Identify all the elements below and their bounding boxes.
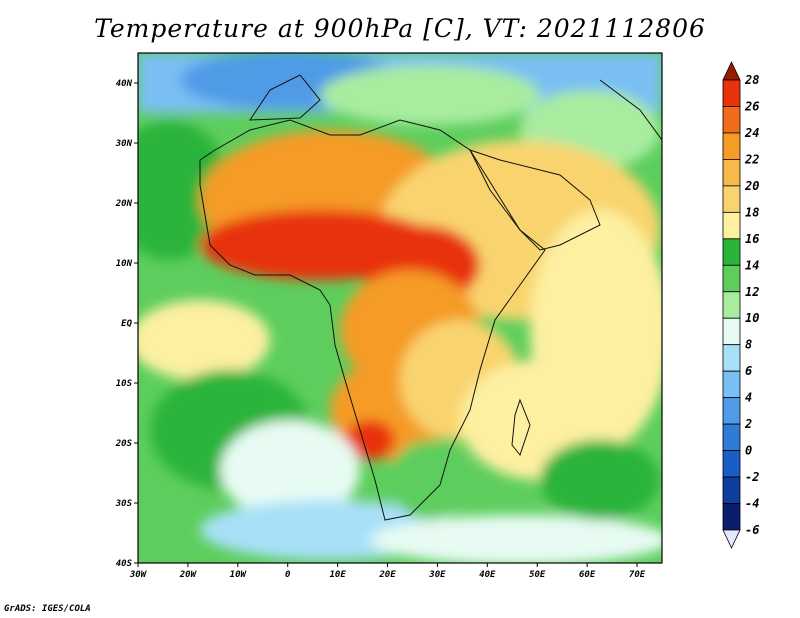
colorbar-swatch [722, 397, 741, 425]
colorbar-label: 20 [744, 179, 759, 193]
colorbar-label: 10 [745, 311, 759, 325]
colorbar-label: 24 [744, 126, 759, 140]
coastlines [199, 74, 662, 521]
colorbar-swatch [722, 423, 741, 451]
colorbar-label: 4 [745, 391, 752, 405]
colorbar-swatch [722, 450, 741, 478]
colorbar-label: 0 [745, 444, 752, 458]
colorbar-swatch [722, 291, 741, 319]
colorbar-swatch [722, 370, 741, 399]
colorbar-swatch [722, 106, 741, 134]
lon-tick-label: 10W [230, 570, 248, 580]
colorbar-label: 22 [744, 152, 759, 166]
lon-tick-label: 40E [479, 570, 496, 580]
colorbar-swatch [722, 317, 741, 346]
colorbar-label: -6 [745, 523, 759, 537]
colorbar-swatch [722, 79, 741, 107]
lat-tick-label: 10N [116, 259, 133, 269]
lat-tick-label: EQ [121, 319, 132, 329]
lat-tick-label: 20N [115, 199, 133, 209]
lat-tick-label: 10S [116, 379, 133, 389]
colorbar-label: 8 [745, 338, 752, 352]
lon-tick-label: 30E [428, 570, 446, 580]
lat-tick-label: 40S [116, 559, 133, 569]
lon-tick-label: 70E [629, 570, 646, 580]
lat-tick-label: 30S [115, 499, 133, 509]
lon-tick-label: 20E [378, 570, 396, 580]
lat-tick-label: 40N [116, 79, 133, 89]
colorbar-top-triangle [722, 61, 741, 81]
colorbar-swatch [722, 185, 741, 213]
colorbar-swatch [722, 211, 741, 240]
colorbar-label: -4 [745, 497, 759, 511]
latitude-ticks: 40N 30N 20N 10N EQ 10S 20S 30S 40S [115, 79, 138, 569]
colorbar-swatch [722, 476, 741, 504]
lat-tick-label: 20S [115, 439, 133, 449]
temperature-field [138, 53, 662, 563]
colorbar-label: 26 [744, 99, 759, 113]
lon-tick-label: 60E [579, 570, 596, 580]
colorbar-label: 14 [745, 258, 759, 272]
lon-tick-label: 20W [179, 570, 198, 580]
colorbar-label: 18 [745, 205, 759, 219]
colorbar-label: -2 [745, 470, 759, 484]
colorbar-swatch [722, 238, 741, 266]
colorbar-label: 12 [745, 285, 759, 299]
lon-tick-label: 10E [329, 570, 346, 580]
colorbar-label: 2 [744, 417, 752, 431]
colorbar-swatch [722, 264, 741, 293]
colorbar-swatch [722, 159, 741, 187]
map-frame [137, 52, 663, 564]
lon-tick-label: 30W [129, 570, 148, 580]
colorbar-label: 6 [745, 364, 752, 378]
colorbar-label: 16 [745, 232, 759, 246]
colorbar-label: 28 [744, 73, 759, 87]
lon-tick-label: 50E [529, 570, 546, 580]
colorbar-swatch [722, 132, 741, 160]
colorbar-swatch [722, 344, 741, 372]
lat-tick-label: 30N [115, 139, 133, 149]
colorbar-swatch [722, 503, 741, 531]
grads-credit: GrADS: IGES/COLA [4, 604, 91, 614]
colorbar-bottom-triangle [722, 529, 741, 549]
longitude-ticks: 30W 20W 10W 0 10E 20E 30E 40E 50E 60E 70E [129, 563, 646, 580]
chart-title: Temperature at 900hPa [C], VT: 202111280… [94, 14, 706, 43]
lon-tick-label: 0 [285, 570, 291, 580]
